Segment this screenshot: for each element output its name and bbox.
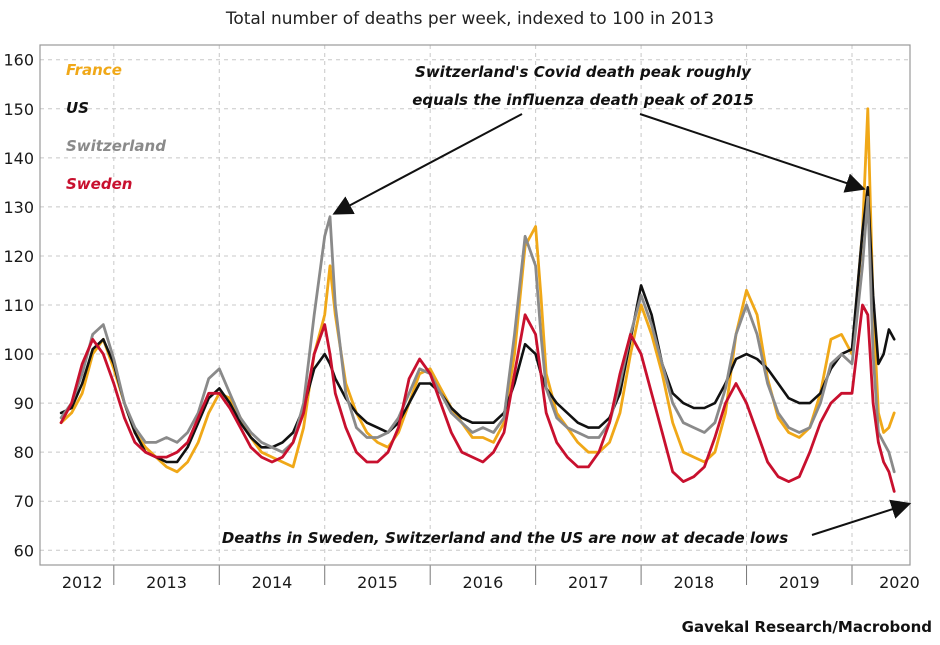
series-line-france xyxy=(59,107,896,474)
x-tick-label: 2014 xyxy=(252,573,293,592)
series-lines xyxy=(59,107,896,493)
legend-item-france: France xyxy=(66,61,122,79)
y-tick-label: 110 xyxy=(3,296,34,315)
y-tick-label: 120 xyxy=(3,247,34,266)
series-line-us xyxy=(59,186,896,464)
annotation-arrow xyxy=(639,113,866,193)
y-tick-label: 140 xyxy=(3,149,34,168)
y-tick-label: 130 xyxy=(3,198,34,217)
legend: France US Switzerland Sweden xyxy=(66,61,166,193)
legend-item-switzerland: Switzerland xyxy=(66,137,166,155)
y-tick-label: 100 xyxy=(3,345,34,364)
x-tick-label: 2012 xyxy=(62,573,103,592)
annotation-arrow xyxy=(811,499,912,536)
x-tick-label: 2017 xyxy=(568,573,609,592)
y-tick-label: 60 xyxy=(14,541,34,560)
source-credit: Gavekal Research/Macrobond xyxy=(682,618,932,636)
y-tick-label: 80 xyxy=(14,443,34,462)
series-line-switzerland xyxy=(59,195,896,474)
x-tick-label: 2018 xyxy=(673,573,714,592)
x-tick-label: 2013 xyxy=(146,573,187,592)
x-tick-label: 2015 xyxy=(357,573,398,592)
chart-title: Total number of deaths per week, indexed… xyxy=(225,9,714,29)
legend-item-sweden: Sweden xyxy=(66,175,132,193)
annotation-text: Deaths in Sweden, Switzerland and the US… xyxy=(222,529,788,547)
annotation-arrow xyxy=(332,113,523,215)
x-axis: 2012 2013 2014 2015 2016 2017 2018 2019 2020 xyxy=(62,573,920,592)
annotations: Switzerland's Covid death peak roughly eq… xyxy=(222,63,912,547)
annotation-text: equals the influenza death peak of 2015 xyxy=(412,91,754,109)
y-tick-label: 150 xyxy=(3,100,34,119)
y-tick-label: 90 xyxy=(14,394,34,413)
y-tick-label: 160 xyxy=(3,51,34,70)
x-tick-label: 2016 xyxy=(463,573,504,592)
plot-frame xyxy=(39,44,911,566)
annotation-text: Switzerland's Covid death peak roughly xyxy=(415,63,752,81)
grid xyxy=(40,45,910,585)
x-tick-label: 2019 xyxy=(779,573,820,592)
x-tick-label: 2020 xyxy=(879,573,920,592)
y-tick-label: 70 xyxy=(14,492,34,511)
series-line-sweden xyxy=(59,303,896,493)
legend-item-us: US xyxy=(66,99,89,117)
y-axis: 60 70 80 90 100 110 120 130 140 150 160 xyxy=(3,51,34,561)
